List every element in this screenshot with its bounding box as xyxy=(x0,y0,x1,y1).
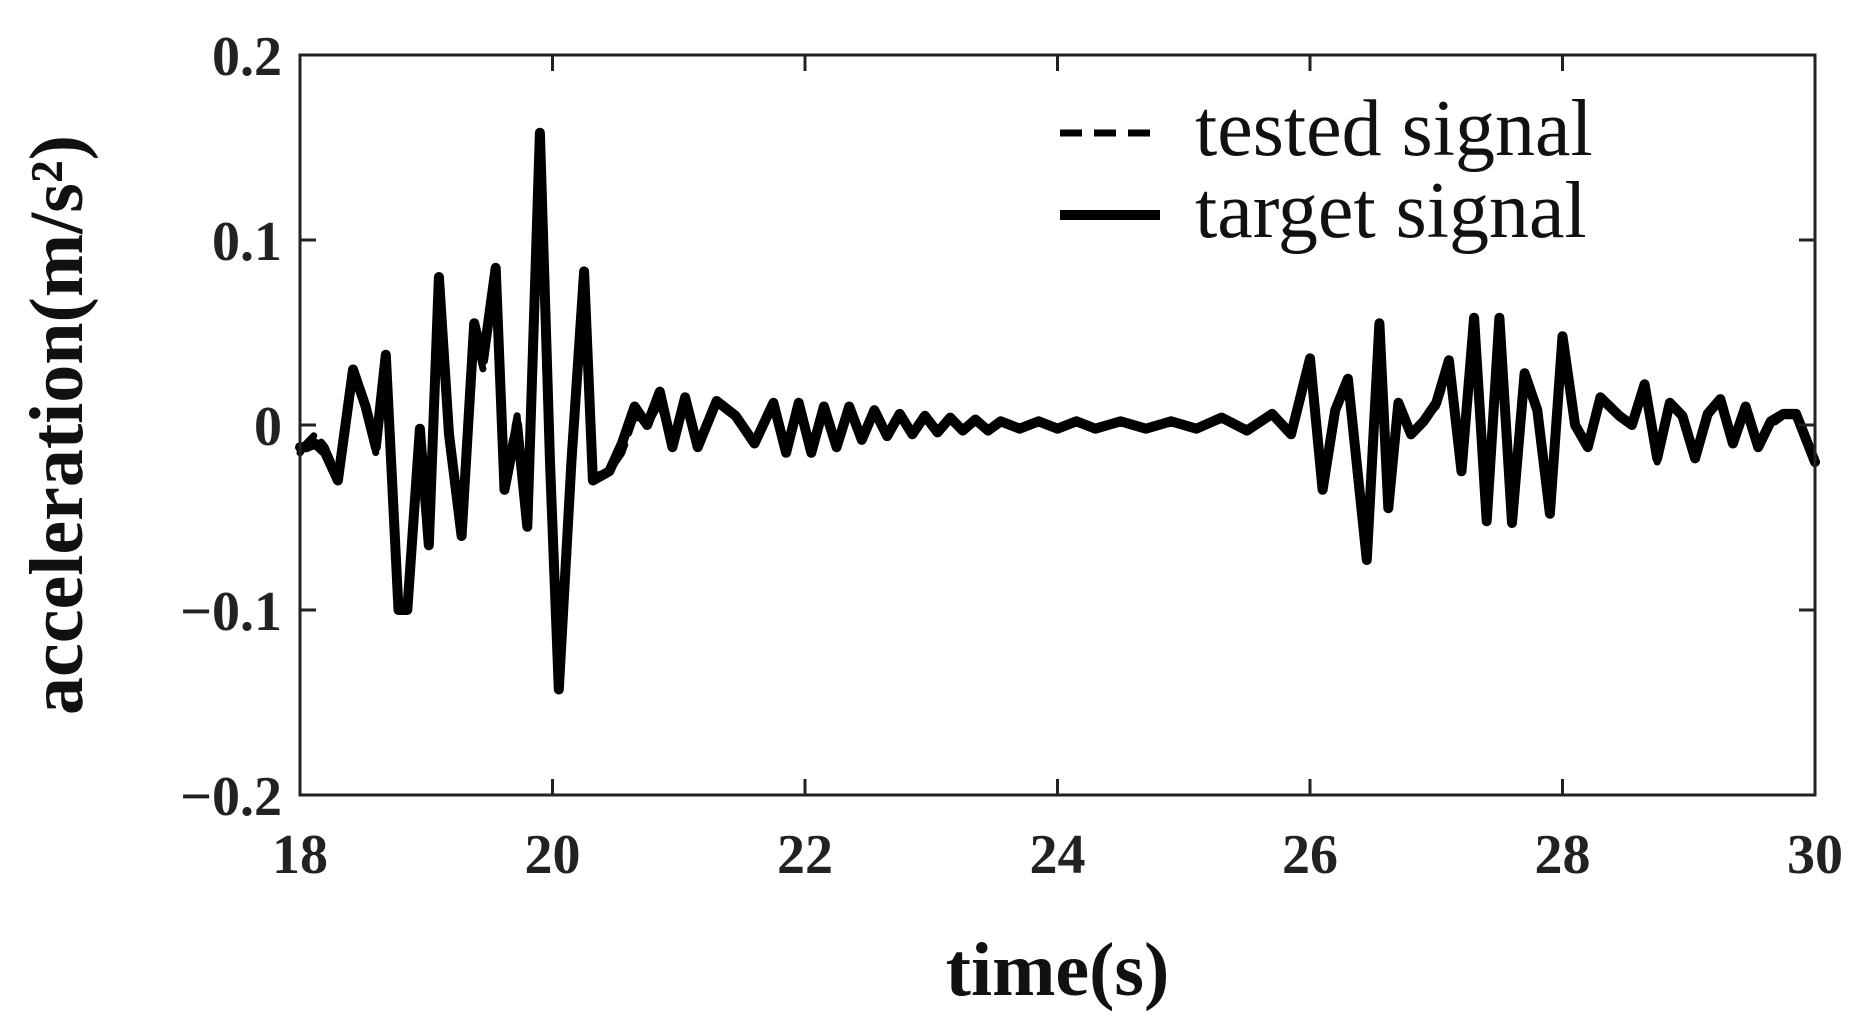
series-line-target-signal xyxy=(295,127,1820,695)
y-tick-label: 0 xyxy=(254,396,282,458)
legend-label: tested signal xyxy=(1195,85,1593,173)
x-tick-label: 22 xyxy=(777,824,833,886)
y-tick-label: −0.2 xyxy=(180,766,282,828)
legend-label: target signal xyxy=(1195,167,1587,255)
series-layer xyxy=(295,127,1820,695)
ticks-layer xyxy=(298,53,1817,797)
y-axis-title: acceleration(m/s²) xyxy=(15,135,99,715)
x-tick-label: 28 xyxy=(1535,824,1591,886)
x-tick-label: 30 xyxy=(1787,824,1843,886)
x-tick-label: 20 xyxy=(525,824,581,886)
x-tick-label: 24 xyxy=(1030,824,1086,886)
y-tick-label: 0.1 xyxy=(212,211,282,273)
y-tick-label: 0.2 xyxy=(212,26,282,88)
y-tick-label: −0.1 xyxy=(180,581,282,643)
x-tick-label: 18 xyxy=(272,824,328,886)
x-axis-title: time(s) xyxy=(946,928,1170,1012)
x-tick-label: 26 xyxy=(1282,824,1338,886)
tick-labels-layer: 18 20 22 24 26 28 30 −0.2 −0.1 0 0.1 0.2 xyxy=(180,26,1843,886)
